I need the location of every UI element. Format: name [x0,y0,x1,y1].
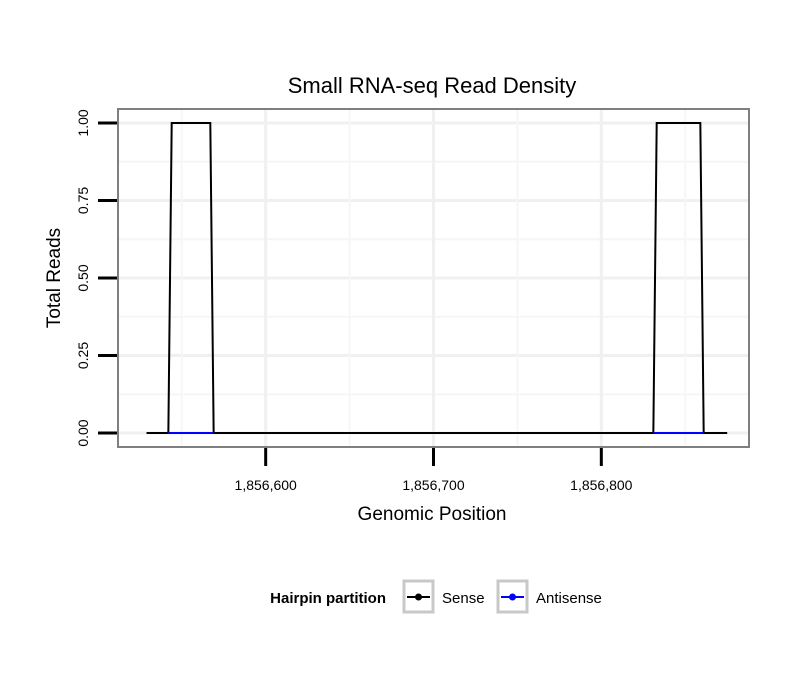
plot-panel-border [117,108,750,448]
legend-label-sense: Sense [442,590,485,607]
y-axis-title: Total Reads [44,228,65,328]
y-tick-label: 0.25 [75,342,91,369]
x-tick-label: 1,856,800 [570,477,632,493]
y-tick-label: 1.00 [75,109,91,136]
legend: Hairpin partition Sense Antisense [270,579,602,614]
y-tick-label: 0.00 [75,419,91,446]
legend-label-antisense: Antisense [536,590,602,607]
chart-title: Small RNA-seq Read Density [288,73,577,98]
x-tick-label: 1,856,600 [235,477,297,493]
legend-point-antisense [509,593,516,601]
series-layer [146,121,728,435]
legend-point-sense [415,593,422,601]
grid [118,109,749,447]
legend-title: Hairpin partition [270,590,386,607]
x-tick-label: 1,856,700 [402,477,464,493]
y-tick-label: 0.50 [75,264,91,291]
series-line-sense [146,121,728,435]
legend-item-sense[interactable]: Sense [402,579,485,614]
legend-key-antisense [496,579,529,614]
y-axis: 0.00 0.25 0.50 0.75 1.00 [75,109,117,447]
y-tick-label: 0.75 [75,187,91,214]
x-axis: 1,856,600 1,856,700 1,856,800 [235,448,633,493]
legend-item-antisense[interactable]: Antisense [496,579,602,614]
x-axis-title: Genomic Position [358,504,507,525]
